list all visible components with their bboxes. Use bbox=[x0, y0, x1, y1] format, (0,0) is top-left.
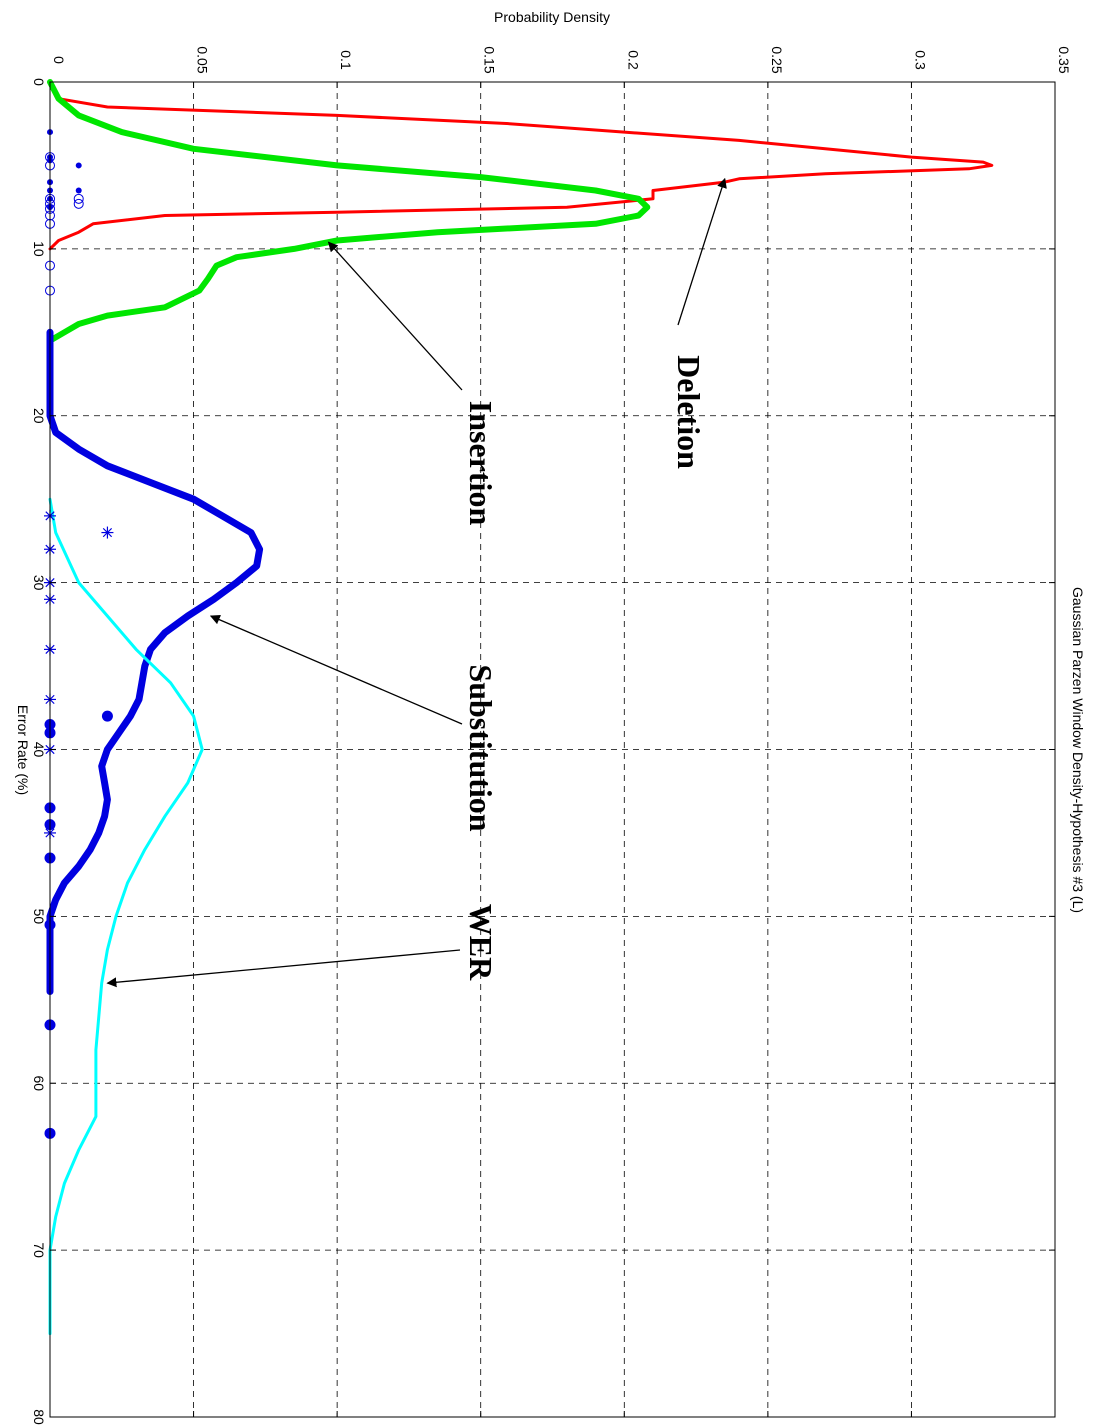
x-tick-label: 20 bbox=[31, 408, 47, 424]
annotation-label: Insertion bbox=[463, 401, 499, 526]
x-tick-label: 80 bbox=[31, 1409, 47, 1425]
annotation-arrow bbox=[209, 614, 463, 725]
chart-title: Gaussian Parzen Window Density-Hypothesi… bbox=[1070, 587, 1086, 913]
scatter-circle bbox=[73, 193, 84, 204]
scatter-big-dot bbox=[101, 710, 113, 722]
grid bbox=[50, 82, 1055, 1417]
x-tick-label: 30 bbox=[31, 575, 47, 591]
y-tick-label: 0.1 bbox=[338, 50, 354, 70]
tick-labels: 0 10 20 30 40 50 60 70 80 0 0.05 0.1 0.15 0.2 0.25 0.3 0… bbox=[31, 46, 1072, 1425]
y-tick-label: 0.2 bbox=[625, 50, 641, 70]
y-tick-label: 0.15 bbox=[482, 46, 498, 73]
x-axis-title: Error Rate (%) bbox=[15, 705, 31, 795]
series-line-1 bbox=[48, 80, 994, 251]
x-tick-label: 70 bbox=[31, 1242, 47, 1258]
scatter-dot bbox=[75, 162, 82, 169]
y-tick-label: 0 bbox=[51, 56, 67, 64]
annotation-arrow bbox=[327, 241, 463, 391]
y-tick-label: 0.35 bbox=[1056, 46, 1072, 73]
y-tick-label: 0.25 bbox=[769, 46, 785, 73]
annotation-arrow bbox=[677, 177, 727, 326]
y-tick-label: 0.3 bbox=[912, 50, 928, 70]
x-tick-label: 0 bbox=[31, 78, 47, 86]
scatter-star bbox=[101, 526, 114, 539]
series-group bbox=[46, 79, 994, 1336]
x-tick-label: 10 bbox=[31, 241, 47, 257]
scatter-dot bbox=[75, 187, 82, 194]
x-tick-label: 40 bbox=[31, 742, 47, 758]
y-axis-title: Probability Density bbox=[494, 9, 610, 25]
x-tick-label: 60 bbox=[31, 1075, 47, 1091]
annotation-arrow bbox=[106, 949, 461, 988]
series-line-3 bbox=[46, 328, 264, 995]
annotations: Deletion Insertion Substitution WER bbox=[106, 177, 727, 988]
y-tick-label: 0.05 bbox=[195, 46, 211, 73]
series-line-4 bbox=[48, 497, 204, 1336]
annotation-label: Deletion bbox=[671, 355, 707, 469]
scatter-circle bbox=[73, 198, 84, 209]
annotation-label: Substitution bbox=[463, 664, 499, 831]
star-stroke bbox=[102, 527, 113, 538]
annotation-label: WER bbox=[463, 904, 499, 981]
x-tick-label: 50 bbox=[31, 909, 47, 925]
series-line-2 bbox=[47, 79, 651, 344]
